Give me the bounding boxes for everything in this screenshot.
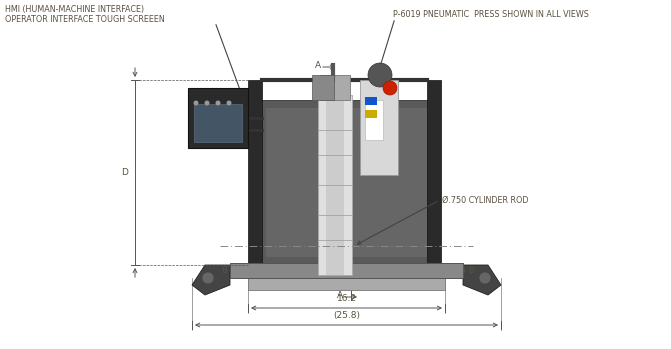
Bar bbox=[188, 88, 248, 148]
Bar bbox=[427, 80, 441, 265]
Text: (25.8): (25.8) bbox=[333, 311, 360, 320]
Text: A: A bbox=[337, 291, 343, 300]
Bar bbox=[365, 100, 383, 140]
Text: A: A bbox=[315, 61, 321, 70]
Bar bbox=[258, 100, 435, 265]
Circle shape bbox=[215, 101, 221, 105]
Bar bbox=[360, 80, 398, 175]
Polygon shape bbox=[463, 265, 501, 295]
Text: P-6019 PNEUMATIC  PRESS SHOWN IN ALL VIEWS: P-6019 PNEUMATIC PRESS SHOWN IN ALL VIEW… bbox=[393, 10, 589, 19]
Bar bbox=[194, 104, 242, 142]
Circle shape bbox=[205, 101, 209, 105]
Bar bbox=[230, 263, 463, 278]
Circle shape bbox=[227, 101, 231, 105]
Text: Ø.750 CYLINDER ROD: Ø.750 CYLINDER ROD bbox=[442, 195, 529, 205]
Bar bbox=[326, 95, 344, 275]
Bar bbox=[312, 75, 334, 100]
Text: B: B bbox=[221, 266, 227, 275]
Bar bbox=[248, 80, 262, 265]
Circle shape bbox=[479, 272, 491, 284]
Polygon shape bbox=[192, 265, 230, 295]
Circle shape bbox=[202, 272, 214, 284]
Bar bbox=[318, 95, 352, 275]
Text: 16.2: 16.2 bbox=[336, 294, 356, 303]
Circle shape bbox=[368, 63, 392, 87]
Text: OPERATOR INTERFACE TOUGH SCREEEN: OPERATOR INTERFACE TOUGH SCREEEN bbox=[5, 15, 165, 24]
Bar bbox=[320, 75, 350, 100]
Bar bbox=[365, 97, 377, 105]
Circle shape bbox=[193, 101, 199, 105]
Text: B: B bbox=[468, 266, 474, 275]
Bar bbox=[365, 110, 377, 118]
Bar bbox=[248, 278, 445, 290]
Text: HMI (HUMAN-MACHINE INTERFACE): HMI (HUMAN-MACHINE INTERFACE) bbox=[5, 5, 144, 14]
Bar bbox=[266, 108, 427, 257]
Text: D: D bbox=[121, 168, 128, 177]
Circle shape bbox=[383, 81, 397, 95]
